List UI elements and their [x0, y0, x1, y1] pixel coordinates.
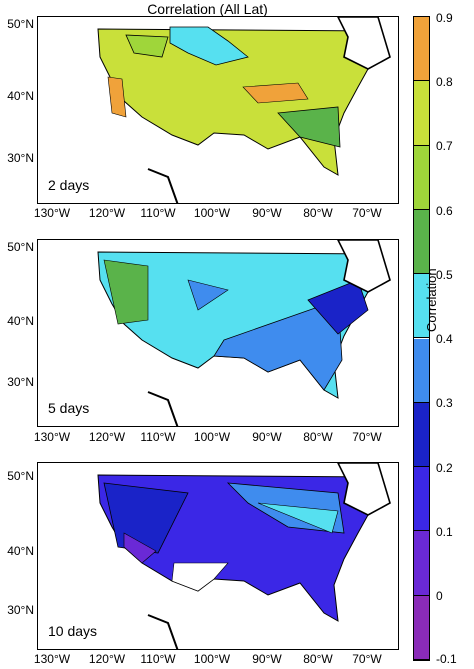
- lon-label-90w: 90°W: [252, 430, 282, 444]
- colorbar-segment-0: [414, 17, 429, 82]
- colorbar-tick-0.2: 0.2: [436, 461, 453, 475]
- lon-label-130w: 130°W: [33, 206, 71, 220]
- lon-label-90w: 90°W: [252, 206, 282, 220]
- lon-label-110w: 110°W: [140, 652, 176, 666]
- map-panel-2days: 2 days: [37, 16, 399, 204]
- map-panel-10days: 10 days: [37, 462, 399, 650]
- colorbar-segment-3: [414, 209, 429, 275]
- lat-label-30n-3: 30°N: [7, 603, 34, 617]
- colorbar-tick-0: 0: [436, 589, 443, 603]
- lon-label-80w: 80°W: [303, 206, 333, 220]
- colorbar-segment-6: [414, 402, 429, 468]
- panel-label-5days: 5 days: [48, 400, 90, 416]
- lon-label-130w: 130°W: [33, 652, 71, 666]
- lon-label-80w: 80°W: [303, 430, 333, 444]
- colorbar-segment-8: [414, 531, 429, 596]
- panel-label-10days: 10 days: [48, 623, 98, 639]
- colorbar-segment-4: [414, 274, 429, 339]
- colorbar-title: Correlation: [424, 268, 439, 332]
- lon-label-80w: 80°W: [303, 652, 333, 666]
- lat-label-40n-2: 40°N: [7, 314, 34, 328]
- panel-label-2days: 2 days: [48, 177, 90, 193]
- colorbar-tick-0.5: 0.5: [436, 268, 453, 282]
- lon-label-70w: 70°W: [352, 430, 382, 444]
- colorbar-segment-1: [414, 81, 429, 146]
- lat-label-30n-2: 30°N: [7, 375, 34, 389]
- colorbar-segment-5: [414, 338, 429, 403]
- lat-label-50n-1: 50°N: [7, 17, 34, 31]
- colorbar-segment-7: [414, 467, 429, 532]
- lon-label-100w: 100°W: [193, 206, 231, 220]
- lon-label-100w: 100°W: [193, 652, 231, 666]
- map-10days: [97, 463, 391, 649]
- lon-label-70w: 70°W: [352, 206, 382, 220]
- lon-label-90w: 90°W: [252, 652, 282, 666]
- colorbar-tick-0.6: 0.6: [436, 204, 453, 218]
- map-panel-5days: 5 days: [37, 239, 399, 427]
- lat-label-40n-1: 40°N: [7, 89, 34, 103]
- colorbar-tick-0.3: 0.3: [436, 396, 453, 410]
- map-2days: [97, 17, 391, 203]
- lon-label-110w: 110°W: [140, 430, 176, 444]
- colorbar-segment-9: [414, 595, 429, 660]
- lat-label-50n-2: 50°N: [7, 240, 34, 254]
- lon-label-120w: 120°W: [88, 652, 126, 666]
- lat-label-30n-1: 30°N: [7, 151, 34, 165]
- lon-label-70w: 70°W: [352, 652, 382, 666]
- lon-label-120w: 120°W: [88, 206, 126, 220]
- lon-label-100w: 100°W: [193, 430, 231, 444]
- colorbar-tick-neg0.1: -0.1: [436, 652, 457, 666]
- chart-title: Correlation (All Lat): [147, 1, 268, 17]
- colorbar: [413, 16, 430, 661]
- lon-label-130w: 130°W: [33, 430, 71, 444]
- colorbar-tick-0.1: 0.1: [436, 525, 453, 539]
- lon-label-110w: 110°W: [140, 206, 176, 220]
- lat-label-40n-3: 40°N: [7, 544, 34, 558]
- colorbar-tick-0.8: 0.8: [436, 75, 453, 89]
- colorbar-tick-0.7: 0.7: [436, 139, 453, 153]
- colorbar-tick-0.9: 0.9: [436, 11, 453, 25]
- lon-label-120w: 120°W: [88, 430, 126, 444]
- colorbar-tick-0.4: 0.4: [436, 332, 453, 346]
- lat-label-50n-3: 50°N: [7, 469, 34, 483]
- colorbar-segment-2: [414, 145, 429, 210]
- map-5days: [97, 240, 391, 426]
